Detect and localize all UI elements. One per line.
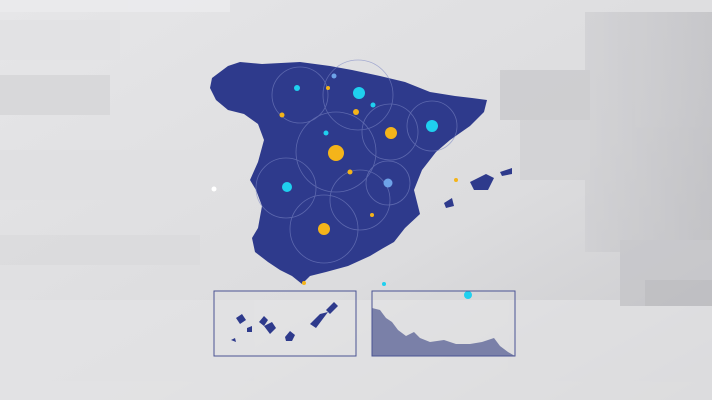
ceuta-melilla-inset (371, 290, 516, 357)
map-rings (255, 59, 458, 264)
map-dots (211, 73, 472, 299)
canary-inset (213, 290, 357, 357)
